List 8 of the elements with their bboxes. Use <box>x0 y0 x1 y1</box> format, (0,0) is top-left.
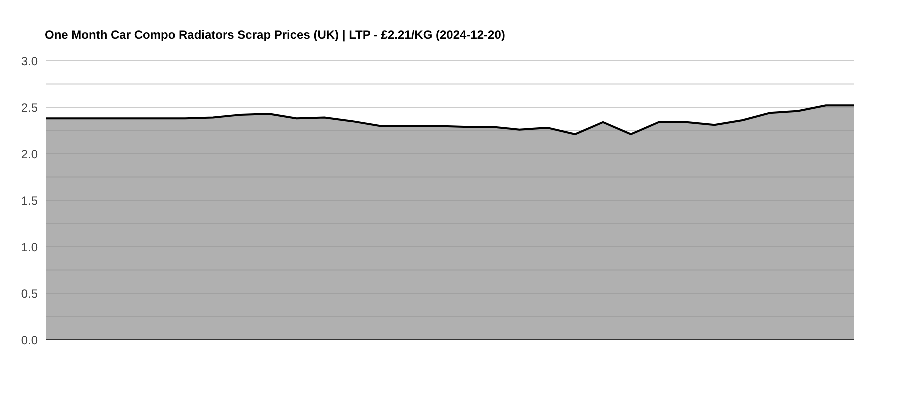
y-tick-label: 1.5 <box>21 194 38 208</box>
y-tick-label: 0.5 <box>21 286 38 301</box>
y-tick-label: 2.5 <box>21 100 38 115</box>
y-tick-label: 0.0 <box>21 333 38 348</box>
y-tick-label: 2.0 <box>21 147 38 162</box>
y-tick-label: 1.0 <box>21 240 38 254</box>
chart-title: One Month Car Compo Radiators Scrap Prices (UK) | LTP - £2.21/KG (2024-12-20) <box>45 28 506 42</box>
y-tick-label: 3.0 <box>21 54 38 68</box>
